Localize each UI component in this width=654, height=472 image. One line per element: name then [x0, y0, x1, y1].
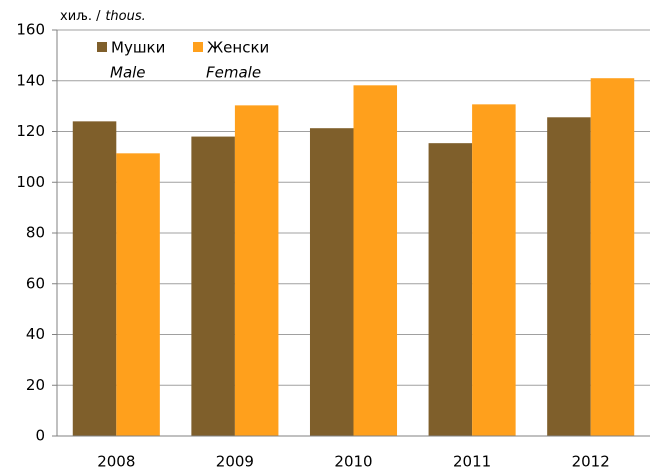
bar [472, 104, 516, 436]
y-tick-label: 160 [16, 21, 45, 39]
y-unit-en: thous. [105, 9, 145, 24]
y-tick-label: 100 [16, 173, 45, 191]
bar [428, 143, 473, 437]
y-tick-label: 40 [26, 325, 45, 343]
x-tick-label: 2009 [216, 453, 254, 471]
bar [547, 117, 591, 436]
legend-label: Мушки [111, 39, 165, 57]
legend-swatch [97, 42, 107, 52]
x-tick-label: 2008 [97, 453, 135, 471]
bar [309, 128, 354, 437]
bar [191, 136, 235, 436]
legend-label-en: Female [206, 64, 261, 82]
legend-label-en: Male [110, 64, 146, 82]
bar [234, 105, 279, 437]
y-tick-label: 80 [26, 224, 45, 242]
y-tick-label: 120 [16, 122, 45, 140]
legend-label: Женски [207, 39, 269, 57]
x-tick-label: 2011 [453, 453, 491, 471]
y-tick-label: 0 [35, 427, 45, 445]
y-unit: хиљ. / [60, 9, 101, 24]
bar [116, 153, 160, 436]
y-tick-label: 60 [26, 274, 45, 292]
x-tick-label: 2012 [572, 453, 610, 471]
bar [353, 85, 398, 436]
x-tick-label: 2010 [334, 453, 372, 471]
y-axis-unit: хиљ. / thous. [60, 7, 146, 25]
legend-swatch [193, 42, 203, 52]
y-tick-label: 20 [26, 376, 45, 394]
bar [590, 78, 635, 437]
bar [72, 121, 117, 436]
y-tick-label: 140 [16, 71, 45, 89]
